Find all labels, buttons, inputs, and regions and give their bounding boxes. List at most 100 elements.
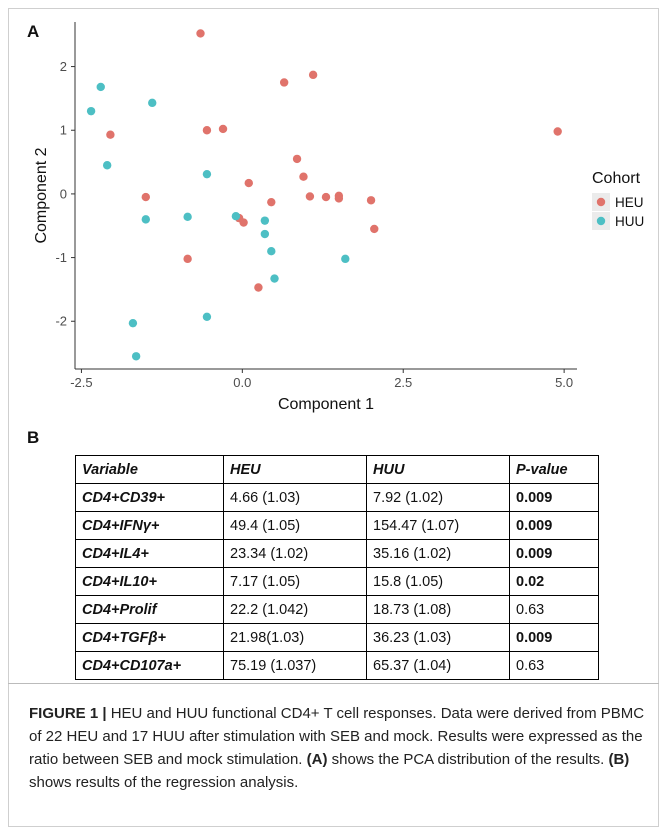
cell-heu: 75.19 (1.037) bbox=[223, 651, 367, 680]
cell-heu: 22.2 (1.042) bbox=[223, 595, 367, 624]
caption-ref-a: (A) bbox=[306, 751, 328, 768]
cell-variable: CD4+CD107a+ bbox=[75, 651, 224, 680]
huu-point bbox=[202, 169, 212, 179]
legend-label-huu: HUU bbox=[615, 214, 644, 229]
huu-point bbox=[141, 215, 150, 224]
table-row: CD4+CD39+ 4.66 (1.03) 7.92 (1.02) 0.009 bbox=[75, 483, 599, 512]
heu-point bbox=[254, 283, 263, 292]
figure-caption: FIGURE 1 | HEU and HUU functional CD4+ T… bbox=[29, 702, 649, 794]
legend-marker-heu bbox=[596, 197, 606, 207]
huu-point bbox=[148, 98, 157, 108]
cell-variable: CD4+IL10+ bbox=[75, 567, 224, 596]
heu-point bbox=[299, 172, 308, 181]
cell-p-value: 0.63 bbox=[509, 651, 599, 680]
x-tick-label: 5.0 bbox=[555, 375, 573, 390]
panel-a-label: A bbox=[27, 22, 40, 41]
panel-b-label: B bbox=[27, 428, 40, 447]
cell-variable: CD4+IL4+ bbox=[75, 539, 224, 568]
caption-ref-b: (B) bbox=[608, 751, 630, 768]
legend-title: Cohort bbox=[592, 170, 641, 187]
huu-point bbox=[183, 212, 192, 222]
header-p-value: P-value bbox=[509, 455, 599, 484]
heu-point bbox=[321, 192, 331, 202]
regression-table: Variable HEU HUU P-value CD4+CD39+ 4.66 (… bbox=[75, 455, 599, 680]
cell-variable: CD4+Prolif bbox=[75, 595, 224, 624]
caption-text-2: shows the PCA distribution of the result… bbox=[327, 751, 609, 768]
cell-variable: CD4+IFNγ+ bbox=[75, 511, 224, 540]
y-axis-title: Component 2 bbox=[33, 147, 50, 243]
heu-point bbox=[244, 178, 253, 188]
x-tick-label: 2.5 bbox=[394, 375, 412, 390]
cell-heu: 23.34 (1.02) bbox=[223, 539, 367, 568]
cell-p-value: 0.009 bbox=[509, 539, 599, 568]
y-tick-label: -1 bbox=[55, 250, 67, 265]
heu-point bbox=[308, 70, 318, 80]
y-tick-label: 1 bbox=[60, 123, 67, 138]
huu-point bbox=[260, 229, 270, 239]
cell-p-value: 0.009 bbox=[509, 483, 599, 512]
heu-point bbox=[553, 127, 562, 136]
heu-point bbox=[141, 192, 150, 202]
cell-huu: 65.37 (1.04) bbox=[366, 651, 510, 680]
heu-point bbox=[305, 192, 315, 201]
heu-point bbox=[106, 130, 115, 139]
heu-point bbox=[292, 154, 302, 164]
caption-divider bbox=[8, 683, 659, 684]
table-row: CD4+TGFβ+ 21.98(1.03) 36.23 (1.03) 0.009 bbox=[75, 623, 599, 652]
header-variable: Variable bbox=[75, 455, 224, 484]
huu-point bbox=[96, 82, 105, 92]
heu-point bbox=[370, 224, 379, 234]
x-tick-label: -2.5 bbox=[70, 375, 92, 390]
huu-point bbox=[202, 312, 212, 321]
cell-heu: 49.4 (1.05) bbox=[223, 511, 367, 540]
cell-heu: 4.66 (1.03) bbox=[223, 483, 367, 512]
legend-marker-huu bbox=[596, 216, 606, 226]
table-row: CD4+IL4+ 23.34 (1.02) 35.16 (1.02) 0.009 bbox=[75, 539, 599, 568]
heu-point bbox=[366, 196, 376, 205]
huu-point bbox=[102, 161, 112, 170]
cell-heu: 21.98(1.03) bbox=[223, 623, 367, 652]
y-tick-label: -2 bbox=[55, 314, 67, 329]
cell-huu: 36.23 (1.03) bbox=[366, 623, 510, 652]
x-axis-title: Component 1 bbox=[278, 396, 374, 413]
caption-text-1: HEU and HUU functional CD4+ T cell respo… bbox=[29, 705, 645, 768]
figure-frame bbox=[8, 8, 659, 827]
cell-huu: 35.16 (1.02) bbox=[366, 539, 510, 568]
y-tick-label: 2 bbox=[60, 59, 67, 74]
heu-point bbox=[183, 254, 192, 264]
pca-scatter-chart: -2.5 0.0 2.5 5.0 -2 -1 0 1 2 Component 1 Component… bbox=[33, 22, 644, 413]
huu-point bbox=[86, 106, 96, 116]
huu-point bbox=[260, 216, 270, 225]
heu-point bbox=[239, 218, 248, 227]
cell-huu: 7.92 (1.02) bbox=[366, 483, 510, 512]
header-heu: HEU bbox=[223, 455, 367, 484]
table-header-row: Variable HEU HUU P-value bbox=[75, 455, 599, 484]
huu-point bbox=[270, 274, 279, 283]
heu-point bbox=[218, 124, 228, 134]
header-huu: HUU bbox=[366, 455, 510, 484]
huu-point bbox=[128, 318, 138, 328]
caption-text-3: shows results of the regression analysis… bbox=[29, 774, 299, 791]
cell-p-value: 0.02 bbox=[509, 567, 599, 596]
cell-p-value: 0.009 bbox=[509, 623, 599, 652]
heu-point bbox=[196, 29, 205, 38]
huu-point bbox=[341, 254, 350, 264]
cell-p-value: 0.009 bbox=[509, 511, 599, 540]
cell-heu: 7.17 (1.05) bbox=[223, 567, 367, 596]
caption-figure-label: FIGURE 1 | bbox=[29, 705, 107, 722]
huu-point bbox=[267, 247, 276, 256]
legend-label-heu: HEU bbox=[615, 195, 644, 210]
heu-point bbox=[279, 78, 289, 87]
heu-point bbox=[334, 194, 344, 203]
table-row: CD4+IL10+ 7.17 (1.05) 15.8 (1.05) 0.02 bbox=[75, 567, 599, 596]
cell-huu: 154.47 (1.07) bbox=[366, 511, 510, 540]
table-row: CD4+CD107a+ 75.19 (1.037) 65.37 (1.04) 0.63 bbox=[75, 651, 599, 680]
cell-variable: CD4+CD39+ bbox=[75, 483, 224, 512]
table-row: CD4+Prolif 22.2 (1.042) 18.73 (1.08) 0.63 bbox=[75, 595, 599, 624]
x-tick-label: 0.0 bbox=[233, 375, 251, 390]
huu-point bbox=[131, 352, 141, 361]
cell-huu: 18.73 (1.08) bbox=[366, 595, 510, 624]
cell-variable: CD4+TGFβ+ bbox=[75, 623, 224, 652]
cell-p-value: 0.63 bbox=[509, 595, 599, 624]
table-row: CD4+IFNγ+ 49.4 (1.05) 154.47 (1.07) 0.009 bbox=[75, 511, 599, 540]
